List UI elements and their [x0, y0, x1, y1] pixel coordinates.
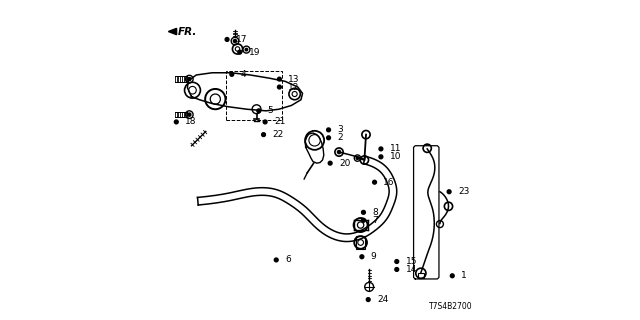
Circle shape [362, 218, 365, 222]
Polygon shape [168, 28, 177, 35]
Circle shape [356, 157, 358, 159]
Text: 7: 7 [372, 216, 378, 225]
Circle shape [238, 50, 242, 54]
Circle shape [188, 77, 191, 81]
Text: 21: 21 [274, 117, 285, 126]
Text: 18: 18 [185, 117, 196, 126]
Circle shape [366, 298, 370, 301]
Circle shape [379, 147, 383, 151]
Text: 17: 17 [236, 35, 248, 44]
Text: 20: 20 [339, 159, 351, 168]
Bar [418, 273, 424, 278]
Text: 12: 12 [288, 83, 300, 92]
Text: 13: 13 [288, 75, 300, 84]
Circle shape [278, 77, 282, 81]
Circle shape [326, 128, 330, 132]
Text: T7S4B2700: T7S4B2700 [429, 302, 472, 311]
Text: 3: 3 [337, 125, 343, 134]
Text: 10: 10 [390, 152, 401, 161]
Circle shape [245, 48, 248, 51]
Text: 24: 24 [377, 295, 388, 304]
Bar [356, 236, 365, 249]
Text: 2: 2 [337, 133, 343, 142]
Circle shape [451, 274, 454, 278]
Text: 11: 11 [390, 144, 401, 153]
Circle shape [372, 180, 376, 184]
Circle shape [257, 109, 260, 113]
Circle shape [395, 260, 399, 263]
Circle shape [326, 136, 330, 140]
Circle shape [362, 211, 365, 214]
Text: 1: 1 [461, 271, 467, 280]
Text: 14: 14 [406, 265, 417, 274]
Circle shape [174, 120, 178, 124]
Text: FR.: FR. [178, 27, 197, 36]
Text: 15: 15 [406, 257, 417, 266]
Text: 8: 8 [372, 208, 378, 217]
Circle shape [275, 258, 278, 262]
Text: 9: 9 [371, 252, 376, 261]
Text: 4: 4 [241, 70, 246, 79]
Circle shape [188, 113, 191, 116]
Text: 19: 19 [248, 48, 260, 57]
Circle shape [395, 268, 399, 271]
Text: 6: 6 [285, 255, 291, 264]
Circle shape [225, 37, 229, 41]
Text: 5: 5 [268, 106, 273, 115]
Text: 16: 16 [383, 178, 395, 187]
Circle shape [328, 161, 332, 165]
Text: 23: 23 [458, 187, 469, 196]
Circle shape [379, 155, 383, 159]
Circle shape [447, 190, 451, 194]
Circle shape [360, 255, 364, 259]
Circle shape [230, 72, 234, 76]
Bar [227, 71, 282, 120]
Text: 22: 22 [273, 130, 284, 139]
Circle shape [234, 39, 237, 43]
Circle shape [337, 150, 340, 154]
Circle shape [262, 133, 266, 137]
Circle shape [263, 120, 267, 124]
Circle shape [278, 85, 282, 89]
